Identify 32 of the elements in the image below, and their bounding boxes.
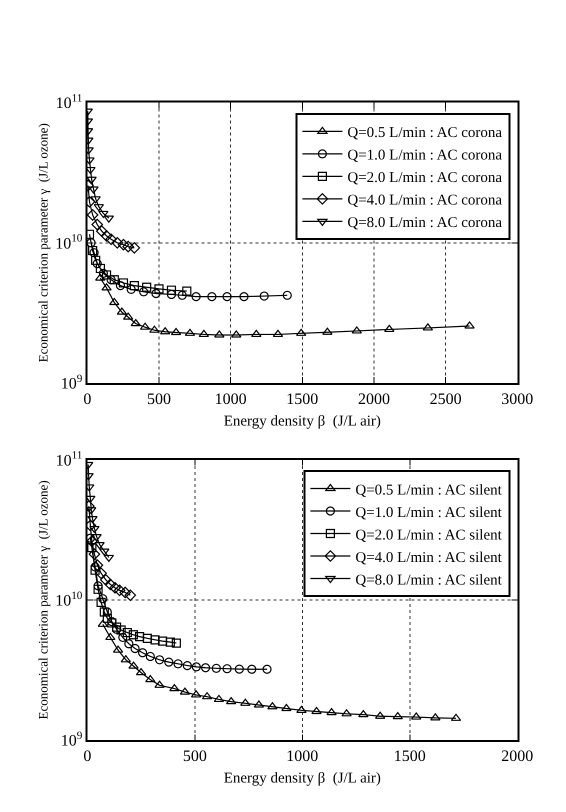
y-tick-label: 10$^{10}$: [55, 590, 83, 610]
legend-label: Q=4.0 L/min : AC corona: [347, 192, 502, 209]
legend-label: Q=4.0 L/min : AC silent: [355, 550, 503, 566]
legend-label: Q=0.5 L/min : AC corona: [347, 125, 502, 142]
x-tick-label: 500: [147, 390, 171, 408]
x-tick-label: 3000: [501, 390, 534, 408]
legend-label: Q=1.0 L/min : AC corona: [347, 148, 502, 164]
x-tick-label: 1500: [286, 390, 318, 408]
legend-label: Q=2.0 L/min : AC silent: [355, 527, 503, 544]
y-axis-title: Economical criterion parameter γ (J/L ozone): [36, 480, 51, 720]
x-tick-label: 0: [83, 390, 92, 408]
x-tick-label: 2500: [430, 390, 462, 408]
legend-label: Q=8.0 L/min : AC silent: [355, 572, 503, 588]
legend-label: Q=8.0 L/min : AC corona: [347, 215, 502, 232]
legend-label: Q=0.5 L/min : AC silent: [355, 482, 503, 498]
y-tick-label: 10$^{11}$: [56, 450, 82, 470]
x-tick-label: 1000: [286, 748, 318, 766]
y-tick-label: 10$^{9}$: [60, 730, 83, 750]
y-tick-label: 10$^{11}$: [56, 92, 82, 112]
y-tick-label: 10$^{9}$: [60, 372, 83, 393]
x-tick-label: 1000: [214, 390, 247, 408]
x-tick-label: 2000: [358, 390, 390, 408]
x-tick-label: 2000: [501, 748, 534, 766]
x-tick-label: 0: [83, 748, 92, 766]
x-axis-title: Energy density β (J/L air): [224, 770, 381, 787]
y-tick-label: 10$^{10}$: [55, 232, 83, 252]
legend-label: Q=2.0 L/min : AC corona: [347, 170, 502, 186]
legend-label: Q=1.0 L/min : AC silent: [355, 504, 503, 521]
x-tick-label: 1500: [394, 748, 426, 766]
x-tick-label: 500: [182, 748, 207, 766]
x-axis-title: Energy density β (J/L air): [224, 413, 381, 430]
y-axis-title: Economical criterion parameter γ (J/L ozone): [36, 123, 51, 362]
